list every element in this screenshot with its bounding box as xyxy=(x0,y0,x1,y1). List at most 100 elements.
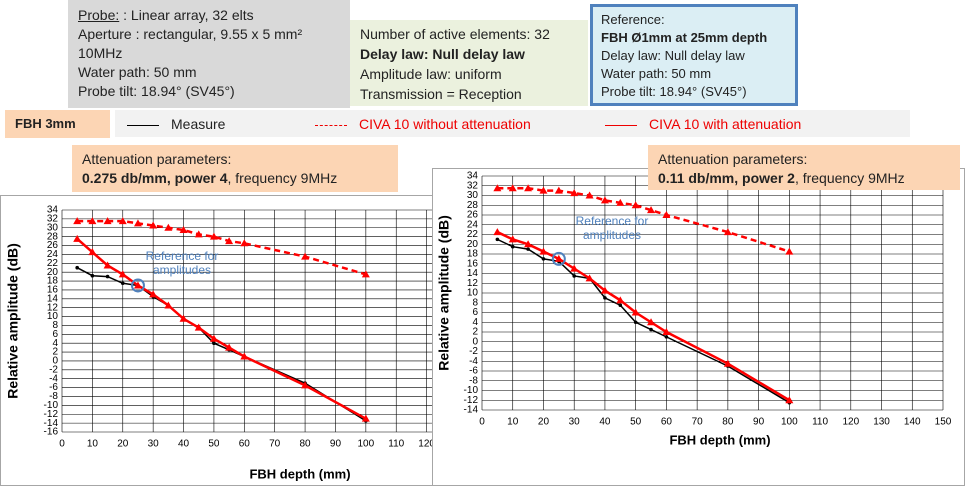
x-tick-label: 130 xyxy=(873,417,890,428)
marker xyxy=(194,323,203,331)
x-tick-label: 60 xyxy=(239,439,251,450)
legend: Measure CIVA 10 without attenuation CIVA… xyxy=(115,110,910,137)
marker xyxy=(662,211,671,218)
y-tick-label: 32 xyxy=(47,214,59,225)
marker xyxy=(73,217,82,225)
marker xyxy=(539,247,548,255)
y-tick-label: 10 xyxy=(467,288,479,299)
marker xyxy=(785,247,794,255)
attenuation-box: Attenuation parameters: 0.11 db/mm, powe… xyxy=(648,145,960,190)
y-tick-label: 30 xyxy=(467,190,479,201)
y-tick-label: 22 xyxy=(47,258,59,269)
legend-label: CIVA 10 with attenuation xyxy=(649,116,802,132)
x-tick-label: 0 xyxy=(59,439,65,450)
marker xyxy=(361,414,370,422)
x-tick-label: 40 xyxy=(599,417,611,428)
marker xyxy=(570,189,579,197)
y-tick-label: -12 xyxy=(464,395,479,406)
x-tick-label: 110 xyxy=(812,417,828,428)
y-tick-label: -6 xyxy=(469,366,478,377)
y-tick-label: 18 xyxy=(467,249,479,260)
x-tick-label: 100 xyxy=(358,439,375,450)
attenuation-value: 0.11 db/mm, power 2 xyxy=(658,170,795,186)
annotation-line: amplitudes xyxy=(153,263,211,277)
marker xyxy=(524,184,533,192)
y-tick-label: 16 xyxy=(47,285,59,296)
marker xyxy=(600,196,609,204)
marker xyxy=(723,228,732,236)
attenuation-rest: , frequency 9MHz xyxy=(794,170,905,186)
reference-line: Probe tilt: 18.94° (SV45°) xyxy=(601,84,747,99)
probe-line: 10MHz xyxy=(78,45,123,61)
y-tick-label: -4 xyxy=(469,356,478,367)
annotation-line: amplitudes xyxy=(583,228,641,242)
marker xyxy=(209,334,218,342)
y-axis-label: Relative amplitude (dB) xyxy=(436,215,452,371)
probe-box: Probe: : Linear array, 32 elts Aperture … xyxy=(68,0,350,108)
y-tick-label: -4 xyxy=(49,373,58,384)
laws-line: Delay law: Null delay law xyxy=(360,46,525,62)
marker xyxy=(301,381,310,389)
marker xyxy=(133,281,142,289)
y-tick-label: -10 xyxy=(464,385,479,396)
marker xyxy=(149,221,158,229)
marker xyxy=(240,352,249,360)
case-box: FBH 3mm xyxy=(5,110,110,138)
x-tick-label: 70 xyxy=(269,439,281,450)
y-tick-label: 6 xyxy=(472,307,478,318)
marker xyxy=(118,217,127,225)
legend-label: Measure xyxy=(171,116,226,132)
x-tick-label: 100 xyxy=(781,417,798,428)
laws-line: Amplitude law: uniform xyxy=(360,66,502,82)
marker xyxy=(633,320,638,325)
y-tick-label: -8 xyxy=(469,375,478,386)
y-tick-label: 34 xyxy=(467,171,479,182)
y-tick-label: 26 xyxy=(47,240,59,251)
legend-item: Measure xyxy=(127,116,225,132)
marker xyxy=(570,264,579,272)
y-tick-label: 8 xyxy=(472,297,478,308)
marker xyxy=(164,301,173,309)
y-tick-label: 4 xyxy=(52,338,58,349)
marker xyxy=(133,219,142,227)
marker xyxy=(662,328,671,335)
case-label: FBH 3mm xyxy=(15,116,76,131)
y-tick-label: 34 xyxy=(47,205,59,216)
marker xyxy=(493,228,502,236)
marker xyxy=(524,240,533,248)
reference-line: FBH Ø1mm at 25mm depth xyxy=(601,30,768,45)
y-tick-label: -14 xyxy=(464,405,479,416)
y-tick-label: -12 xyxy=(44,409,59,420)
y-tick-label: 2 xyxy=(472,327,478,338)
marker xyxy=(723,359,732,367)
x-tick-label: 20 xyxy=(117,439,129,450)
marker xyxy=(541,257,546,261)
reference-line: Delay law: Null delay law xyxy=(601,48,745,63)
marker xyxy=(73,234,82,242)
annotation-line: Reference for xyxy=(576,214,649,228)
y-tick-label: -14 xyxy=(44,418,59,429)
marker xyxy=(616,296,625,304)
marker xyxy=(585,191,594,199)
y-tick-label: 12 xyxy=(467,278,479,289)
attenuation-value: 0.275 db/mm, power 4 xyxy=(82,170,228,186)
x-tick-label: 90 xyxy=(330,439,342,450)
probe-line: Probe tilt: 18.94° (SV45°) xyxy=(78,83,235,99)
reference-line: Reference: xyxy=(601,12,665,27)
marker xyxy=(649,327,653,332)
y-tick-label: 0 xyxy=(52,356,58,367)
y-tick-label: 24 xyxy=(47,249,59,260)
marker xyxy=(103,261,112,269)
marker xyxy=(301,252,310,260)
annotation-line: Reference for xyxy=(146,249,219,263)
x-tick-label: 50 xyxy=(208,439,220,450)
marker xyxy=(120,281,125,286)
y-tick-label: 8 xyxy=(52,320,58,331)
x-axis-label: FBH depth (mm) xyxy=(669,432,770,447)
y-tick-label: -16 xyxy=(44,427,59,438)
annotation: Reference for amplitudes xyxy=(146,249,219,277)
legend-label: CIVA 10 without attenuation xyxy=(359,116,531,132)
marker xyxy=(90,273,95,278)
probe-label: Probe: xyxy=(78,7,120,23)
legend-item: CIVA 10 with attenuation xyxy=(605,116,801,132)
